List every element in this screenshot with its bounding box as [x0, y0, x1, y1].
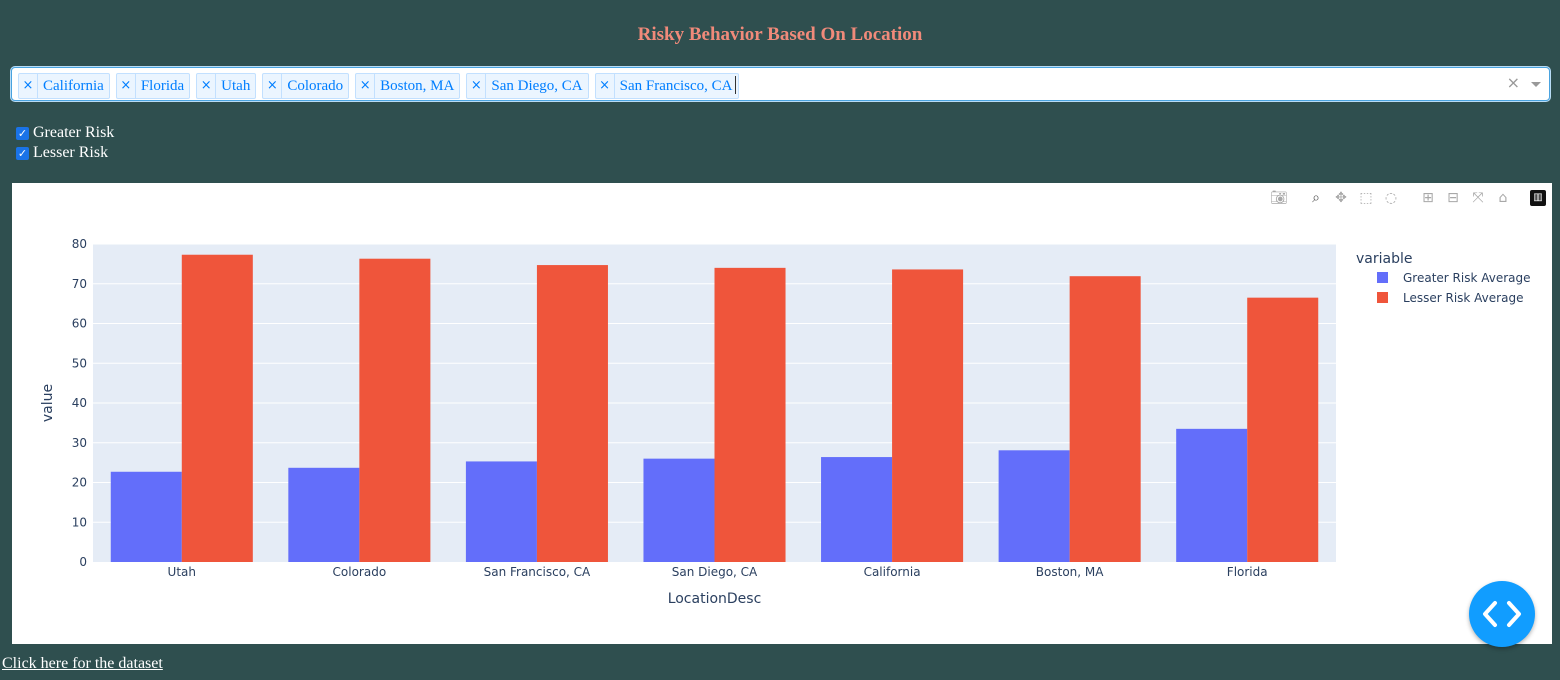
page-title: Risky Behavior Based On Location — [637, 24, 923, 45]
y-axis-title: value — [40, 384, 56, 422]
remove-tag-icon[interactable]: × — [596, 74, 615, 98]
bar[interactable] — [821, 457, 893, 562]
bar[interactable] — [1069, 276, 1141, 562]
box-select-icon[interactable]: ⬚ — [1359, 190, 1373, 206]
text-cursor — [735, 76, 736, 94]
bar[interactable] — [110, 471, 182, 562]
clear-all-icon[interactable]: × — [1506, 73, 1520, 92]
pan-icon[interactable]: ✥ — [1335, 190, 1347, 206]
zoom-in-icon[interactable]: ⊞ — [1422, 190, 1434, 206]
location-tag-label: California — [43, 77, 104, 94]
lesser-risk-checkbox[interactable]: ✓ — [16, 146, 29, 160]
bar[interactable] — [359, 258, 431, 562]
remove-tag-icon[interactable]: × — [467, 74, 487, 98]
y-tick-label: 0 — [79, 555, 87, 569]
location-tag: × Florida — [115, 73, 191, 99]
remove-tag-icon[interactable]: × — [356, 74, 376, 98]
legend-title: variable — [1356, 251, 1412, 267]
zoom-out-icon[interactable]: ⊟ — [1447, 190, 1459, 206]
y-tick-label: 20 — [72, 476, 87, 490]
x-tick-label: San Francisco, CA — [484, 565, 591, 579]
location-tag-label: Colorado — [287, 77, 344, 94]
autoscale-icon[interactable]: ⤧ — [1472, 190, 1484, 206]
location-tag-label: Florida — [140, 77, 185, 94]
legend-item-label[interactable]: Greater Risk Average — [1403, 271, 1531, 285]
dataset-link[interactable]: Click here for the dataset — [2, 655, 163, 672]
greater-risk-option[interactable]: ✓ Greater Risk — [16, 123, 114, 143]
bar[interactable] — [714, 267, 786, 562]
remove-tag-icon[interactable]: × — [19, 74, 38, 98]
location-tag: × Boston, MA — [355, 73, 461, 99]
y-tick-label: 60 — [72, 317, 87, 331]
camera-icon[interactable]: 📷︎ — [1270, 190, 1288, 206]
x-tick-label: San Diego, CA — [672, 565, 758, 579]
bar[interactable] — [181, 254, 253, 563]
legend-swatch[interactable] — [1377, 292, 1388, 303]
plotly-logo-icon[interactable]: ▥ — [1530, 190, 1546, 206]
x-tick-label: Boston, MA — [1036, 565, 1104, 579]
bar[interactable] — [536, 265, 608, 562]
bar[interactable] — [1176, 428, 1248, 562]
location-tag: × Colorado — [262, 73, 350, 99]
y-tick-label: 70 — [72, 277, 87, 291]
legend-item-label[interactable]: Lesser Risk Average — [1403, 291, 1523, 305]
code-toggle-button[interactable] — [1469, 581, 1535, 647]
bar[interactable] — [465, 461, 537, 562]
lesser-risk-option[interactable]: ✓ Lesser Risk — [16, 143, 114, 163]
location-multiselect[interactable]: × California × Florida × Utah × Colorado × Boston… — [11, 67, 1550, 101]
lasso-select-icon[interactable]: ◌ — [1384, 190, 1398, 206]
greater-risk-label: Greater Risk — [33, 124, 115, 141]
bar-chart-panel: 📷︎ ⌕ ✥ ⬚ ◌ ⊞ ⊟ ⤧ ⌂ ▥ 0 10 20 30 40 50 60 70 80 Ut… — [12, 183, 1552, 644]
y-tick-label: 30 — [72, 436, 87, 450]
y-tick-label: 50 — [72, 356, 87, 370]
y-tick-label: 80 — [72, 237, 87, 251]
plot-modebar: 📷︎ ⌕ ✥ ⬚ ◌ ⊞ ⊟ ⤧ ⌂ ▥ — [1264, 188, 1546, 208]
location-tag: × California — [18, 73, 110, 99]
reset-axes-icon[interactable]: ⌂ — [1498, 190, 1508, 206]
x-tick-label: Utah — [168, 565, 196, 579]
bar-chart: 0 10 20 30 40 50 60 70 80 Utah Colorado San Francis… — [40, 237, 1531, 607]
bar[interactable] — [1247, 297, 1319, 562]
risk-checklist: ✓ Greater Risk ✓ Lesser Risk — [16, 123, 114, 163]
location-tag-label: San Francisco, CA — [619, 77, 733, 94]
location-tag-label: Boston, MA — [380, 77, 455, 94]
x-tick-label: Florida — [1227, 565, 1268, 579]
selected-locations: × California × Florida × Utah × Colorado × Boston… — [18, 73, 745, 99]
code-icon — [1483, 601, 1521, 627]
remove-tag-icon[interactable]: × — [117, 74, 136, 98]
x-axis-title: LocationDesc — [668, 591, 762, 607]
remove-tag-icon[interactable]: × — [197, 74, 217, 98]
zoom-icon[interactable]: ⌕ — [1312, 190, 1320, 206]
location-tag: × San Francisco, CA — [594, 73, 739, 99]
location-tag: × Utah — [196, 73, 257, 99]
location-tag-label: San Diego, CA — [491, 77, 583, 94]
x-tick-label: California — [864, 565, 921, 579]
bar[interactable] — [643, 458, 715, 562]
y-tick-label: 10 — [72, 515, 87, 529]
lesser-risk-label: Lesser Risk — [33, 144, 109, 161]
dropdown-arrow-icon[interactable] — [1531, 82, 1541, 87]
bar[interactable] — [288, 467, 360, 562]
y-tick-label: 40 — [72, 396, 87, 410]
location-tag: × San Diego, CA — [466, 73, 589, 99]
legend-swatch[interactable] — [1377, 272, 1388, 283]
greater-risk-checkbox[interactable]: ✓ — [16, 126, 29, 140]
x-tick-label: Colorado — [333, 565, 387, 579]
remove-tag-icon[interactable]: × — [263, 74, 283, 98]
bar[interactable] — [998, 450, 1070, 562]
location-tag-label: Utah — [221, 77, 251, 94]
bar[interactable] — [892, 269, 964, 562]
